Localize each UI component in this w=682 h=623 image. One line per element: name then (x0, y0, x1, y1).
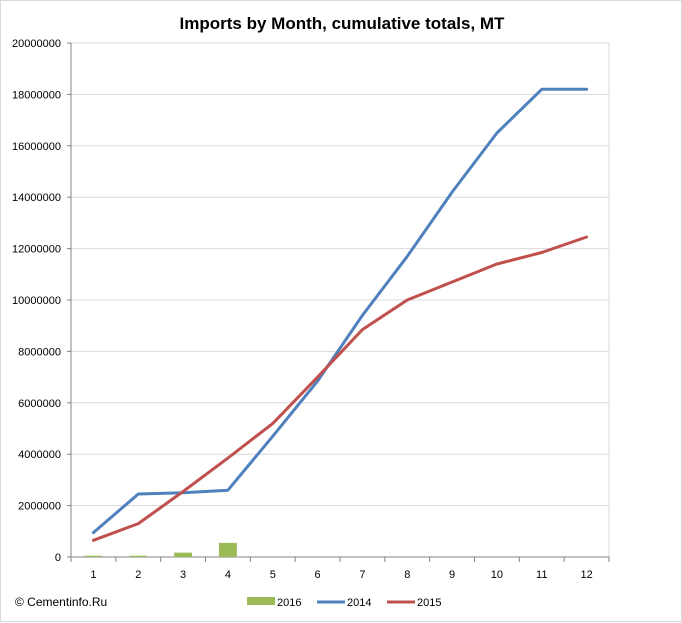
y-tick-label: 16000000 (12, 141, 61, 153)
bar-2016 (129, 555, 148, 557)
y-axis: 0 2000000 4000000 6000000 8000000 10000000 120… (12, 38, 72, 564)
line-series-group (91, 87, 589, 542)
x-tick-label: 10 (491, 569, 503, 581)
x-tick-label: 7 (359, 569, 365, 581)
x-tick-label: 4 (225, 569, 231, 581)
line-series-2014 (91, 87, 589, 535)
y-tick-label: 10000000 (12, 295, 61, 307)
y-tick-label: 8000000 (18, 346, 61, 358)
x-tick-label: 1 (90, 569, 96, 581)
line-series-2015 (91, 235, 589, 542)
gridlines (71, 42, 610, 558)
y-tick-label: 14000000 (12, 192, 61, 204)
chart-title: Imports by Month, cumulative totals, MT (180, 14, 506, 33)
y-tick-label: 4000000 (18, 449, 61, 461)
y-tick-label: 0 (55, 552, 61, 564)
copyright-text: © Cementinfo.Ru (15, 595, 107, 609)
bar-series-group (84, 542, 237, 557)
y-tick-label: 20000000 (12, 38, 61, 50)
y-tick-label: 12000000 (12, 244, 61, 256)
bar-2016 (84, 555, 103, 557)
legend-label-2016: 2016 (277, 597, 301, 609)
bar-2016 (218, 542, 237, 557)
x-tick-label: 2 (135, 569, 141, 581)
legend-label-2014: 2014 (347, 597, 371, 609)
y-tick-label: 6000000 (18, 398, 61, 410)
y-tick-label: 2000000 (18, 501, 61, 513)
x-axis: 1 2 3 4 5 6 7 8 9 10 11 12 (70, 556, 610, 581)
bar-2016 (174, 552, 193, 557)
legend-swatch-2016 (247, 597, 275, 605)
y-tick-label: 18000000 (12, 89, 61, 101)
x-tick-label: 3 (180, 569, 186, 581)
x-tick-label: 8 (404, 569, 410, 581)
x-tick-label: 9 (449, 569, 455, 581)
x-tick-label: 6 (315, 569, 321, 581)
legend-label-2015: 2015 (417, 597, 441, 609)
x-tick-label: 5 (270, 569, 276, 581)
x-tick-label: 11 (536, 569, 547, 581)
x-tick-label: 12 (580, 569, 592, 581)
legend: 2016 2014 2015 (247, 597, 441, 609)
